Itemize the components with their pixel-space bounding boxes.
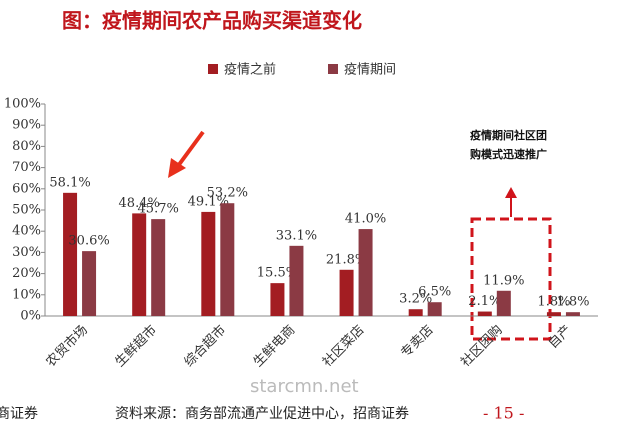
highlight-box	[470, 217, 552, 341]
value-label: 58.1%	[49, 175, 90, 190]
bar	[201, 211, 216, 316]
value-label: 41.0%	[345, 212, 386, 227]
bar	[477, 311, 492, 316]
bar	[565, 312, 580, 316]
value-label: 53.2%	[207, 186, 248, 201]
y-tick-label: 80%	[12, 139, 41, 154]
watermark: starcmn.net	[250, 376, 359, 397]
y-tick-label: 20%	[12, 266, 41, 281]
value-label: 11.9%	[483, 273, 524, 288]
page-number: - 15 -	[483, 404, 524, 423]
bar	[151, 219, 166, 316]
value-label: 21.8%	[326, 252, 367, 267]
source: 资料来源：商务部流通产业促进中心，招商证券	[115, 406, 409, 422]
value-label: 6.5%	[418, 285, 451, 300]
x-tick-label: 农贸市场	[43, 322, 91, 370]
bar	[289, 245, 304, 316]
value-label: 2.1%	[468, 294, 501, 309]
x-tick-label: 生鲜电商	[251, 323, 298, 370]
value-label: 30.6%	[68, 234, 109, 249]
legend-swatch	[208, 64, 218, 74]
y-tick-label: 50%	[12, 203, 41, 218]
x-tick-label: 生鲜超市	[112, 322, 160, 370]
bar	[546, 312, 561, 316]
y-tick-label: 100%	[4, 97, 41, 112]
arrow-head	[505, 187, 517, 198]
y-tick-label: 90%	[12, 118, 41, 133]
bar	[63, 192, 78, 316]
arrow-head	[168, 158, 186, 178]
legend-label: 疫情之前	[224, 62, 276, 78]
y-tick-label: 0%	[20, 309, 41, 324]
legend-swatch	[328, 64, 338, 74]
bar	[82, 251, 97, 316]
annotation: 疫情期间社区团	[470, 128, 547, 142]
bar	[427, 302, 442, 316]
bar	[220, 203, 235, 316]
x-tick-label: 综合超市	[181, 322, 229, 370]
x-tick-label: 专卖店	[398, 323, 436, 361]
bar	[358, 229, 373, 316]
value-label: 33.1%	[276, 228, 317, 243]
footer-left: 商证券	[0, 406, 38, 422]
annotation: 购模式迅速推广	[470, 147, 547, 161]
y-tick-label: 70%	[12, 160, 41, 175]
bar	[339, 269, 354, 316]
bar	[270, 283, 285, 316]
x-tick-label: 社区菜店	[319, 322, 367, 370]
legend-label: 疫情期间	[344, 62, 396, 78]
value-label: 3.2%	[399, 292, 432, 307]
y-tick-label: 10%	[12, 287, 41, 302]
value-label: 49.1%	[188, 194, 229, 209]
value-label: 1.8%	[556, 295, 589, 310]
bar	[132, 213, 147, 316]
y-tick-label: 60%	[12, 181, 41, 196]
x-tick-label: 社区团购	[458, 322, 506, 370]
y-tick-label: 30%	[12, 245, 41, 260]
arrow	[176, 130, 205, 168]
value-label: 15.5%	[257, 266, 298, 281]
value-label: 1.8%	[537, 295, 570, 310]
y-tick-label: 40%	[12, 224, 41, 239]
chart-title: 图：疫情期间农产品购买渠道变化	[62, 9, 362, 33]
value-label: 48.4%	[119, 196, 160, 211]
bar	[408, 309, 423, 316]
value-label: 45.7%	[138, 202, 179, 217]
bar	[496, 290, 511, 316]
